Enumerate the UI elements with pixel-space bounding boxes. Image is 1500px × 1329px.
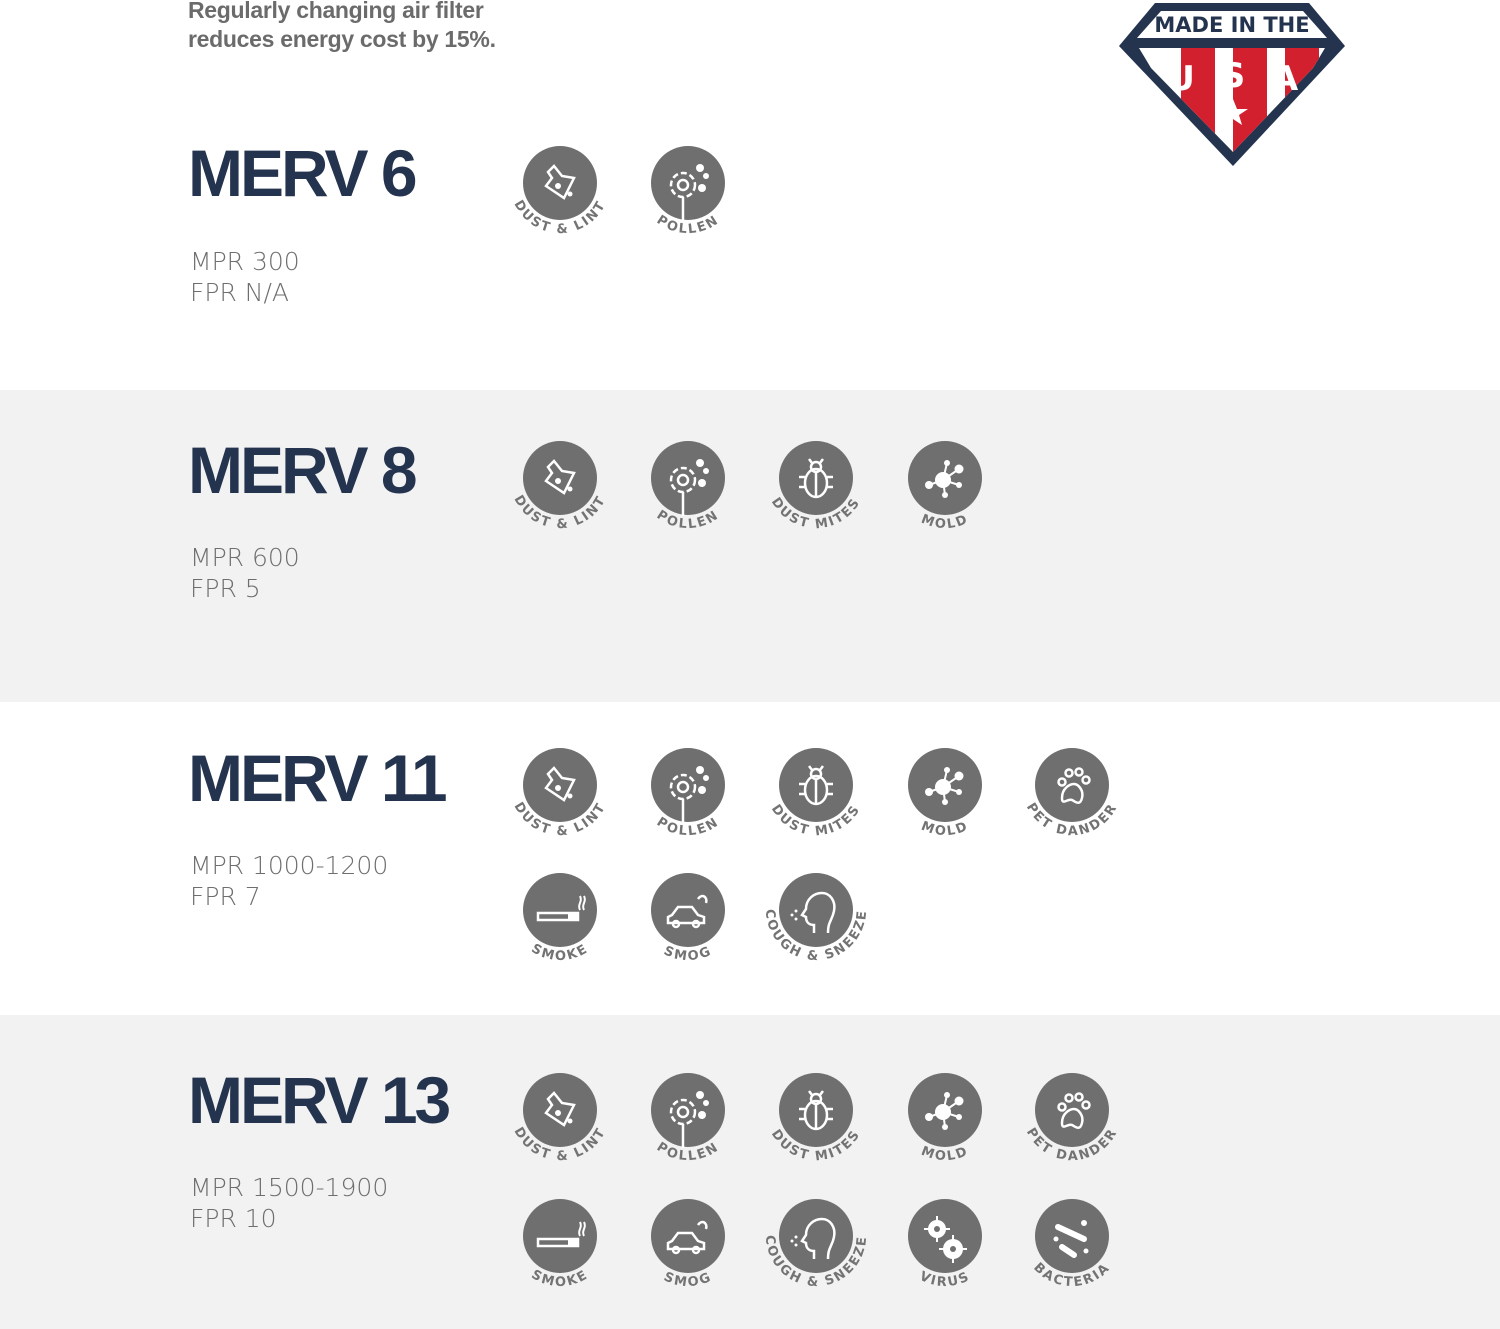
section-merv-6: Regularly changing air filter reduces en… xyxy=(0,0,1500,390)
pollen-icon: POLLEN xyxy=(651,146,725,237)
mold-label: MOLD xyxy=(919,819,971,840)
cough-sneeze-icon: COUGH & SNEEZE xyxy=(766,873,868,964)
mold-icon: MOLD xyxy=(908,748,982,840)
smog-icon: SMOG xyxy=(651,873,725,965)
merv-title: MERV 8 xyxy=(188,433,418,507)
smog-label: SMOG xyxy=(661,1270,714,1291)
merv-specs: MPR 300 FPR N/A xyxy=(190,246,300,308)
pet-dander-icon: PET DANDER xyxy=(1023,748,1119,839)
mpr-rating: MPR 1000-1200 xyxy=(190,851,389,880)
mpr-rating: MPR 300 xyxy=(190,247,300,276)
badge-letter-a: A xyxy=(1272,59,1299,99)
fpr-rating: FPR 5 xyxy=(190,574,261,603)
dust-lint-icon: DUST & LINT xyxy=(511,146,607,237)
star-icon xyxy=(1218,99,1248,125)
dust-mites-icon: DUST MITES xyxy=(768,748,862,840)
fpr-rating: FPR 7 xyxy=(190,882,261,911)
smoke-label: SMOKE xyxy=(529,941,592,964)
intro-text: Regularly changing air filter reduces en… xyxy=(188,0,496,54)
pollen-icon: POLLEN xyxy=(651,748,725,839)
mold-label: MOLD xyxy=(919,512,971,533)
smoke-icon: SMOKE xyxy=(523,1199,597,1290)
pollen-icon: POLLEN xyxy=(651,441,725,532)
fpr-rating: FPR 10 xyxy=(190,1204,277,1233)
made-in-usa-badge: MADE IN THE U S A xyxy=(1119,3,1345,166)
dust-lint-icon: DUST & LINT xyxy=(511,1073,607,1164)
intro-line-2: reduces energy cost by 15%. xyxy=(188,26,496,52)
smoke-icon: SMOKE xyxy=(523,873,597,964)
cough-sneeze-icon: COUGH & SNEEZE xyxy=(766,1199,868,1290)
mold-icon: MOLD xyxy=(908,441,982,533)
merv-title: MERV 13 xyxy=(188,1063,451,1137)
badge-letter-u: U xyxy=(1167,59,1195,99)
intro-line-1: Regularly changing air filter xyxy=(188,0,484,23)
pollen-icon: POLLEN xyxy=(651,1073,725,1164)
badge-top-text: MADE IN THE xyxy=(1154,13,1309,37)
smoke-label: SMOKE xyxy=(529,1267,592,1290)
merv-specs: MPR 1500-1900 FPR 10 xyxy=(190,1172,388,1234)
dust-mites-icon: DUST MITES xyxy=(768,1073,862,1165)
smog-icon: SMOG xyxy=(651,1199,725,1291)
dust-lint-icon: DUST & LINT xyxy=(511,748,607,839)
smog-label: SMOG xyxy=(661,944,714,965)
fpr-rating: FPR N/A xyxy=(190,278,289,307)
merv-title: MERV 11 xyxy=(188,741,448,815)
dust-lint-icon: DUST & LINT xyxy=(511,441,607,532)
merv-title: MERV 6 xyxy=(188,136,418,210)
virus-icon: VIRUS xyxy=(908,1199,982,1290)
virus-label: VIRUS xyxy=(917,1269,973,1290)
section-merv-13 xyxy=(0,1015,1500,1329)
dust-mites-icon: DUST MITES xyxy=(768,441,862,533)
badge-letter-s: S xyxy=(1221,56,1246,96)
pet-dander-icon: PET DANDER xyxy=(1023,1073,1119,1164)
mpr-rating: MPR 1500-1900 xyxy=(190,1173,389,1202)
merv-specs: MPR 600 FPR 5 xyxy=(190,542,300,604)
merv-specs: MPR 1000-1200 FPR 7 xyxy=(190,850,388,912)
mold-icon: MOLD xyxy=(908,1073,982,1165)
section-merv-8 xyxy=(0,390,1500,702)
bacteria-icon: BACTERIA xyxy=(1030,1199,1112,1290)
mpr-rating: MPR 600 xyxy=(190,543,300,572)
mold-label: MOLD xyxy=(919,1144,971,1165)
